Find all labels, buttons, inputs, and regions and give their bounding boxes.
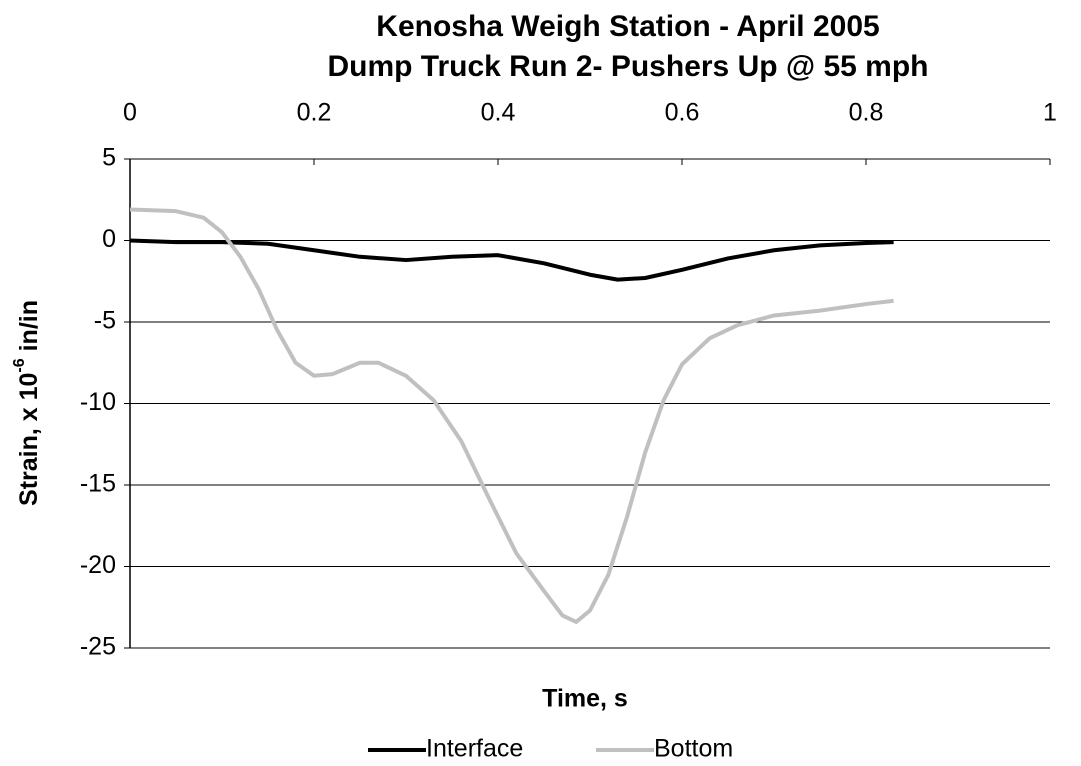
y-axis-label-exponent: -6 bbox=[11, 358, 28, 372]
x-tick-label: 0.6 bbox=[665, 99, 700, 127]
y-axis-label-text: Strain, x 10 bbox=[15, 373, 43, 506]
data-line bbox=[129, 207, 894, 624]
legend-label: Bottom bbox=[654, 735, 733, 763]
x-tick-label: 0.4 bbox=[481, 99, 516, 127]
legend-label: Interface bbox=[426, 735, 523, 763]
y-tick-label: -15 bbox=[80, 470, 116, 498]
x-tick-label: 0.2 bbox=[297, 99, 332, 127]
chart-title: Dump Truck Run 2- Pushers Up @ 55 mph bbox=[327, 50, 928, 83]
y-tick-label: 5 bbox=[102, 144, 116, 172]
x-tick-label: 0.8 bbox=[849, 99, 884, 127]
x-axis-label: Time, s bbox=[542, 685, 628, 713]
y-tick-label: 0 bbox=[102, 225, 116, 253]
x-tick-label: 1 bbox=[1043, 99, 1057, 127]
y-axis-label-unit: in/in bbox=[15, 300, 43, 358]
x-tick-label: 0 bbox=[123, 99, 137, 127]
y-tick-label: -5 bbox=[94, 307, 116, 335]
chart-title: Kenosha Weigh Station - April 2005 bbox=[376, 10, 879, 43]
y-axis-label: Strain, x 10-6 in/in bbox=[11, 300, 42, 506]
y-tick-label: -25 bbox=[80, 633, 116, 661]
y-tick-label: -10 bbox=[80, 388, 116, 416]
data-line bbox=[129, 238, 894, 282]
y-tick-label: -20 bbox=[80, 551, 116, 579]
